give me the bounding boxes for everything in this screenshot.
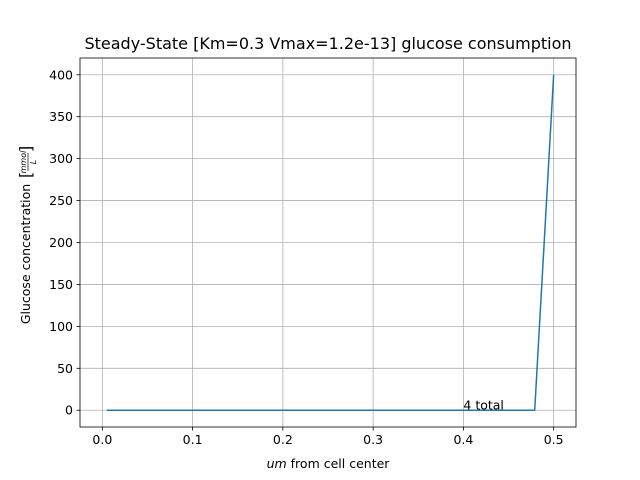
- tick-marks: [76, 74, 555, 431]
- y-tick-label: 400: [49, 67, 73, 82]
- chart-title: Steady-State [Km=0.3 Vmax=1.2e-13] gluco…: [84, 34, 571, 53]
- y-axis-label: Glucose concentration [ mmol L ]: [16, 146, 38, 324]
- x-tick-label: 0.0: [92, 432, 112, 447]
- y-axis-unit-numerator: mmol: [19, 150, 28, 173]
- y-tick-label: 50: [57, 361, 73, 376]
- y-tick-label: 300: [49, 151, 73, 166]
- y-tick-label: 100: [49, 319, 73, 334]
- x-tick-label: 0.5: [544, 432, 564, 447]
- annotation-total: 4 total: [463, 398, 504, 413]
- y-tick-label: 0: [65, 403, 73, 418]
- x-tick-label: 0.3: [363, 432, 383, 447]
- tick-labels: 0.0 0.1 0.2 0.3 0.4 0.5 0 50 100 150 200 250 300 350 4…: [49, 67, 563, 447]
- y-tick-label: 250: [49, 193, 73, 208]
- x-tick-label: 0.2: [273, 432, 293, 447]
- y-axis-label-main: Glucose concentration: [18, 184, 33, 324]
- y-axis-unit-denominator: L: [29, 160, 38, 164]
- x-axis-label: um from cell center: [267, 456, 391, 471]
- y-axis-unit-bracket-left: [: [16, 172, 35, 178]
- x-tick-label: 0.1: [183, 432, 203, 447]
- grid-lines: [80, 58, 576, 427]
- series-layer: [106, 74, 555, 411]
- y-tick-label: 150: [49, 277, 73, 292]
- y-axis-unit-bracket-right: ]: [16, 146, 35, 152]
- series-line-0: [106, 74, 555, 411]
- x-tick-label: 0.4: [453, 432, 473, 447]
- y-tick-label: 200: [49, 235, 73, 250]
- y-tick-label: 350: [49, 109, 73, 124]
- x-axis-label-italic: um: [267, 456, 287, 471]
- x-axis-label-rest: from cell center: [287, 456, 391, 471]
